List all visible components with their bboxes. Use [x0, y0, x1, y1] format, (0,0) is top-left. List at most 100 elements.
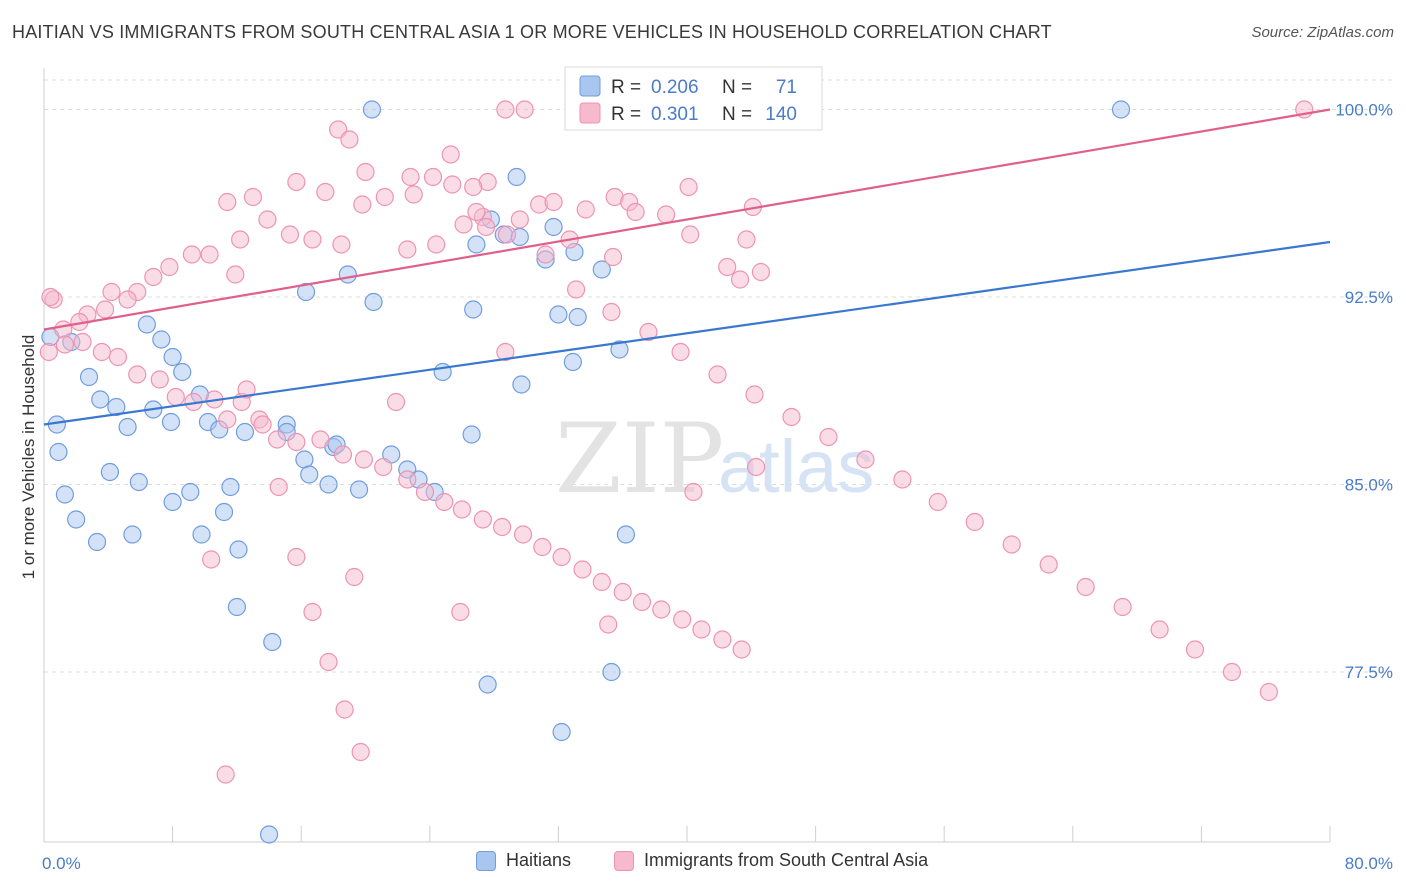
point-sca-35	[280, 225, 300, 244]
point-sca-58	[128, 365, 147, 384]
point-sca-9	[423, 167, 443, 187]
y-tick-label-3: 100.0%	[1335, 101, 1393, 120]
legend-item-south-central-asia: Immigrants from South Central Asia	[614, 850, 928, 871]
legend-top-swatch-0	[579, 75, 601, 97]
point-sca-125	[202, 550, 221, 569]
point-sca-56	[92, 342, 111, 362]
point-sca-80	[552, 547, 571, 567]
point-sca-31	[476, 217, 496, 237]
point-sca-14	[464, 177, 483, 197]
point-sca-116	[1039, 555, 1058, 574]
point-sca-47	[95, 300, 115, 319]
points-layer	[39, 100, 1314, 844]
point-sca-89	[732, 640, 751, 659]
point-sca-57	[108, 347, 128, 367]
point-sca-67	[287, 432, 306, 452]
point-sca-23	[375, 187, 394, 207]
point-sca-95	[657, 205, 676, 224]
legend-top-r-value-0: 0.206	[651, 77, 699, 98]
point-sca-54	[55, 335, 74, 354]
point-sca-11	[401, 167, 420, 187]
point-sca-60	[166, 387, 185, 407]
legend-bottom: Haitians Immigrants from South Central A…	[0, 850, 1406, 880]
point-sca-134	[269, 477, 288, 497]
point-sca-113	[928, 492, 947, 512]
legend-top-box	[564, 66, 823, 131]
point-haitian-68	[616, 525, 636, 544]
point-sca-122	[1259, 682, 1279, 702]
point-sca-117	[1076, 577, 1095, 597]
point-sca-88	[713, 630, 732, 649]
point-sca-107	[708, 365, 727, 384]
legend-top-r-label-1: R =	[611, 104, 641, 125]
point-haitian-0	[362, 100, 382, 119]
point-haitian-45	[181, 482, 200, 502]
point-sca-68	[311, 430, 330, 449]
point-sca-120	[1185, 640, 1205, 659]
point-sca-136	[303, 602, 322, 622]
point-sca-63	[218, 410, 237, 429]
point-sca-37	[258, 210, 277, 229]
legend-label-haitians: Haitians	[506, 850, 572, 870]
point-haitian-27	[163, 347, 182, 367]
point-haitian-57	[462, 425, 481, 444]
point-sca-118	[1113, 597, 1132, 617]
point-sca-78	[513, 525, 533, 544]
tick-labels: 77.5% 85.0% 92.5% 100.0% 0.0% 80.0% 1 or more …	[19, 101, 1393, 874]
point-sca-105	[639, 322, 658, 342]
point-sca-110	[819, 427, 838, 447]
point-haitian-11	[338, 265, 357, 284]
point-haitian-60	[349, 480, 369, 499]
legend-top-r-value-1: 0.301	[651, 104, 699, 125]
point-sca-7	[340, 130, 359, 149]
point-sca-86	[673, 610, 692, 629]
point-haitian-63	[227, 597, 246, 617]
x-tick-label-max: 80.0%	[1345, 854, 1393, 873]
point-sca-94	[626, 202, 645, 222]
point-haitian-20	[512, 375, 531, 394]
point-haitian-18	[563, 352, 582, 372]
point-haitian-48	[67, 510, 86, 529]
source-credit: Source: ZipAtlas.com	[1251, 24, 1394, 41]
point-haitian-64	[263, 632, 282, 652]
point-sca-39	[226, 265, 245, 284]
point-sca-75	[452, 500, 472, 519]
point-haitian-36	[107, 397, 126, 417]
point-haitian-12	[296, 282, 316, 302]
point-sca-103	[566, 280, 586, 299]
point-sca-104	[602, 302, 621, 322]
point-sca-32	[427, 235, 446, 254]
point-haitian-65	[478, 675, 497, 694]
point-sca-133	[253, 415, 272, 434]
point-sca-73	[415, 482, 435, 502]
point-sca-128	[599, 615, 618, 634]
chart-title: HAITIAN VS IMMIGRANTS FROM SOUTH CENTRAL…	[12, 22, 1052, 42]
point-haitian-66	[552, 722, 571, 742]
legend-swatch-haitians	[476, 850, 496, 871]
point-sca-45	[118, 290, 137, 309]
point-sca-42	[160, 257, 179, 277]
point-sca-98	[737, 230, 756, 249]
point-sca-18	[679, 177, 698, 197]
point-sca-96	[681, 225, 700, 244]
point-haitian-34	[295, 450, 314, 469]
y-tick-label-2: 92.5%	[1345, 288, 1393, 307]
point-sca-25	[353, 195, 372, 214]
point-sca-0	[496, 100, 515, 119]
point-sca-69	[333, 445, 353, 464]
point-haitian-41	[49, 442, 68, 462]
point-sca-90	[454, 215, 473, 234]
point-sca-87	[692, 620, 711, 639]
point-haitian-38	[161, 412, 181, 432]
point-sca-129	[684, 482, 703, 502]
point-haitian-47	[55, 485, 74, 504]
point-sca-119	[1150, 620, 1169, 639]
point-sca-93	[603, 247, 623, 267]
point-sca-40	[200, 245, 219, 264]
y-tick-label-0: 77.5%	[1345, 663, 1393, 682]
point-sca-33	[398, 240, 417, 259]
point-sca-135	[287, 547, 306, 567]
point-haitian-59	[319, 475, 338, 494]
point-haitian-10	[592, 260, 611, 279]
point-haitian-15	[549, 305, 568, 324]
